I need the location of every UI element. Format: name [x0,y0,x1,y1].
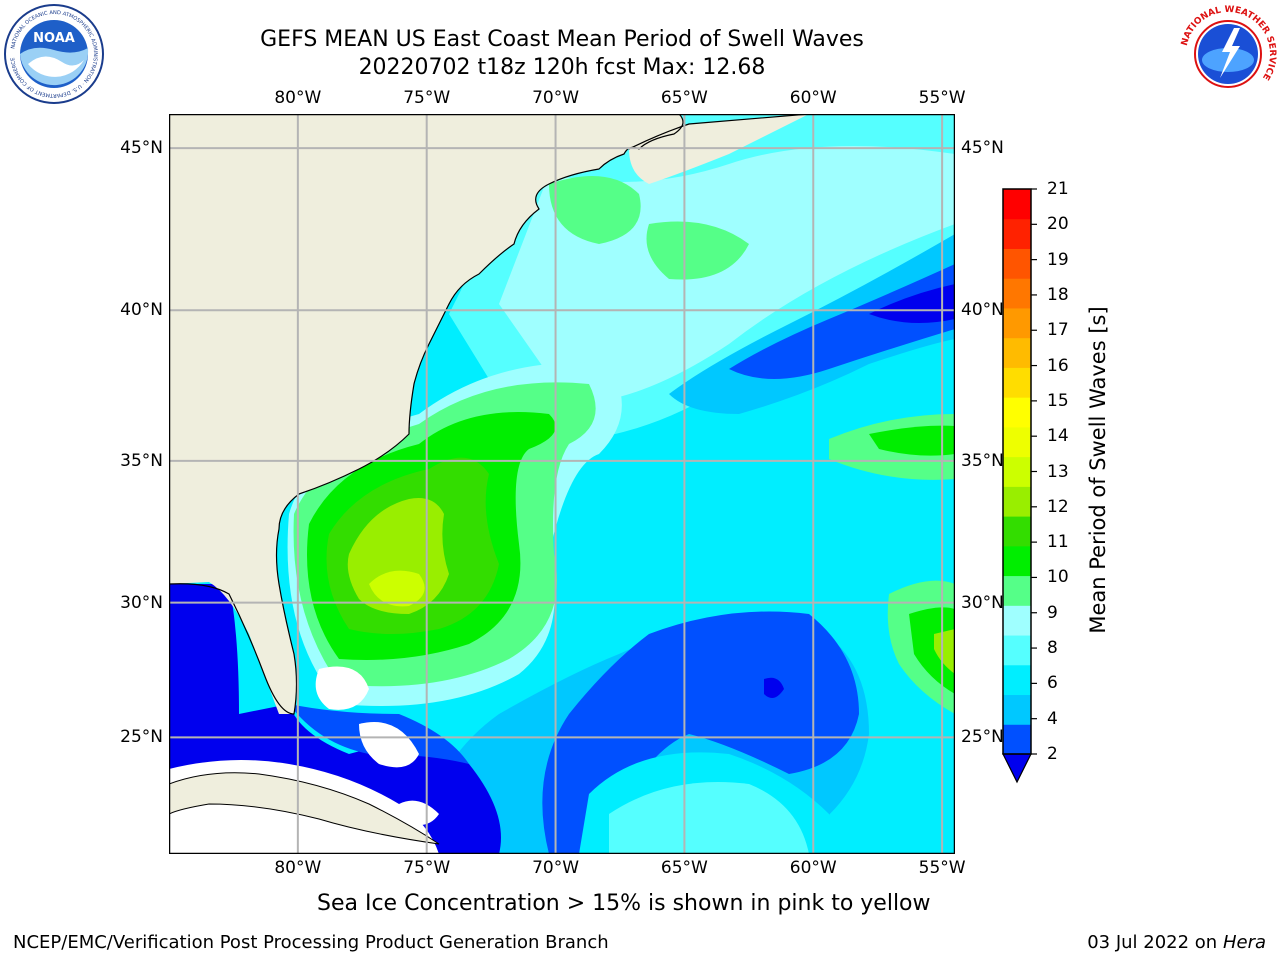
colorbar-segment [1003,278,1031,309]
colorbar-segment [1003,218,1031,249]
colorbar-segment [1003,575,1031,606]
lon-tick-label: 80°W [274,88,322,108]
colorbar-label: 13 [1047,461,1069,482]
colorbar-title: Mean Period of Swell Waves [s] [1086,306,1110,634]
coastline-nova-scotia [628,114,810,150]
colorbar-label: 16 [1047,355,1069,376]
swell-region-9to10-gulf-of-maine [549,176,641,244]
colorbar-segment [1003,545,1031,577]
colorbar-label: 14 [1047,426,1069,447]
colorbar-label: 18 [1047,284,1069,305]
lon-tick-label: 70°W [532,858,580,878]
colorbar-under-arrow [1002,753,1032,784]
colorbar-segment [1003,664,1031,696]
colorbar-segment [1003,307,1031,339]
lon-tick-label: 55°W [918,88,966,108]
lon-tick-label: 75°W [403,858,451,878]
footer-date-host: 03 Jul 2022 on Hera [1087,932,1266,954]
colorbar-label: 19 [1047,249,1069,270]
no-data-inagua [399,800,439,826]
footer-date: 03 Jul 2022 on [1087,932,1223,953]
colorbar-label: 2 [1047,744,1058,764]
swell-region-below2-south [764,677,784,698]
no-data-bahamas [315,666,369,710]
lon-tick-label: 60°W [789,858,837,878]
colorbar [1002,188,1037,784]
colorbar-segment [1003,486,1031,517]
swell-region-10to11-far-east [909,607,955,694]
chart-title: GEFS MEAN US East Coast Mean Period of S… [260,27,864,52]
colorbar-segment [1003,516,1031,547]
swell-region-below2-ne [869,284,955,323]
colorbar-label: 21 [1047,179,1069,199]
lat-tick-label: 35°N [120,450,163,471]
colorbar-label: 20 [1047,214,1069,235]
noaa-logo-text: NOAA [33,31,75,46]
lon-tick-label: 60°W [789,88,837,108]
swell-region-9to10-offshore-north [646,221,749,280]
swell-region-6to8-southeast [609,782,809,854]
colorbar-label: 6 [1047,673,1058,694]
lon-tick-label: 65°W [660,858,708,878]
colorbar-segment [1003,635,1031,666]
colorbar-label: 15 [1047,390,1069,411]
lat-tick-label: 25°N [120,727,163,748]
graticule [169,114,955,854]
colorbar-label: 4 [1047,708,1058,729]
colorbar-segment [1003,426,1031,458]
footer-producer: NCEP/EMC/Verification Post Processing Pr… [13,932,609,953]
noaa-logo: NATIONAL OCEANIC AND ATMOSPHERIC ADMINIS… [4,4,104,104]
colorbar-segment [1003,724,1031,755]
colorbar-segment [1003,367,1031,398]
swell-region-10to11-east [869,425,955,456]
colorbar-segment [1003,397,1031,428]
colorbar-segment [1003,248,1031,279]
nws-logo: NATIONAL WEATHER SERVICE [1179,5,1277,103]
map-frame [169,114,955,854]
lon-tick-label: 65°W [660,88,708,108]
swell-region-2to4-ne-band [729,264,955,379]
lon-tick-label: 80°W [274,858,322,878]
swell-region-max-coastal [369,570,425,607]
colorbar-label: 10 [1047,567,1069,588]
colorbar-segment [1003,189,1031,220]
coastline-us [169,114,684,715]
lon-tick-label: 70°W [532,88,580,108]
colorbar-segment [1003,337,1031,368]
sea-ice-note: Sea Ice Concentration > 15% is shown in … [317,891,931,916]
lat-tick-label: 25°N [961,727,1004,748]
swell-period-map [169,114,955,854]
land-cuba [169,772,440,845]
lat-tick-label: 40°N [120,300,163,321]
no-data-bahamas-south [359,722,419,768]
colorbar-label: 8 [1047,638,1058,659]
colorbar-label: 11 [1047,532,1069,553]
swell-region-12to13-far-east [934,629,955,674]
lat-tick-label: 30°N [120,592,163,613]
colorbar-segment [1003,694,1031,725]
colorbar-label: 9 [1047,602,1058,623]
footer-host: Hera [1222,932,1266,953]
lat-tick-label: 45°N [120,138,163,159]
lat-tick-label: 45°N [961,138,1004,159]
colorbar-label: 12 [1047,496,1069,517]
colorbar-segment [1003,456,1031,487]
lon-tick-label: 75°W [403,88,451,108]
lat-tick-label: 30°N [961,592,1004,613]
lon-tick-label: 55°W [918,858,966,878]
chart-subtitle: 20220702 t18z 120h fcst Max: 12.68 [358,55,766,80]
colorbar-label: 17 [1047,320,1069,341]
lat-tick-label: 40°N [961,300,1004,321]
lat-tick-label: 35°N [961,450,1004,471]
colorbar-segment [1003,605,1031,636]
